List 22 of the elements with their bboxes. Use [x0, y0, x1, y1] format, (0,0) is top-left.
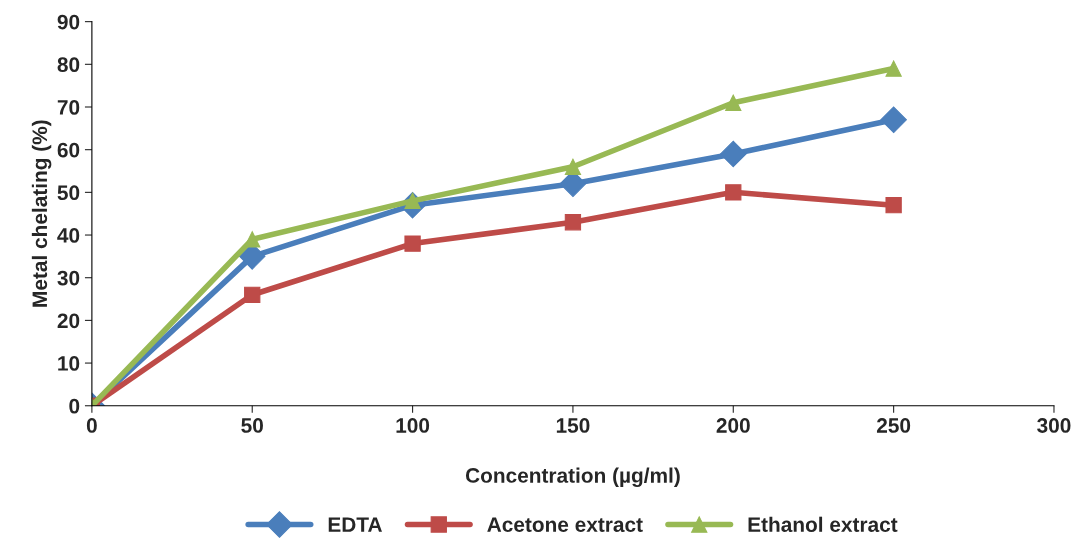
x-tick-label: 0 — [86, 418, 97, 433]
legend-label: EDTA — [328, 517, 382, 532]
y-tick-label: 30 — [57, 270, 80, 286]
y-axis-title: Metal chelating (%) — [31, 120, 52, 307]
y-tick-label: 20 — [57, 313, 80, 329]
x-axis-title: Concentration (µg/ml) — [465, 467, 680, 488]
y-tick-label: 70 — [57, 100, 80, 115]
x-tick-label: 200 — [716, 418, 750, 433]
x-tick-label: 100 — [396, 418, 430, 433]
y-tick-label: 10 — [58, 356, 80, 371]
x-tick-label: 250 — [876, 418, 911, 433]
x-tick-label: 50 — [241, 418, 263, 433]
y-tick-label: 60 — [57, 142, 80, 158]
legend-label: Ethanol extract — [748, 516, 898, 532]
y-tick-label: 90 — [57, 14, 80, 30]
x-tick-label: 300 — [1037, 418, 1071, 433]
y-tick-label: 40 — [57, 228, 80, 243]
y-tick-label: 50 — [57, 185, 80, 201]
x-tick-label: 150 — [556, 418, 590, 433]
y-tick-label: 0 — [69, 398, 80, 414]
y-tick-label: 80 — [57, 57, 80, 73]
legend-label: Acetone extract — [487, 517, 643, 532]
